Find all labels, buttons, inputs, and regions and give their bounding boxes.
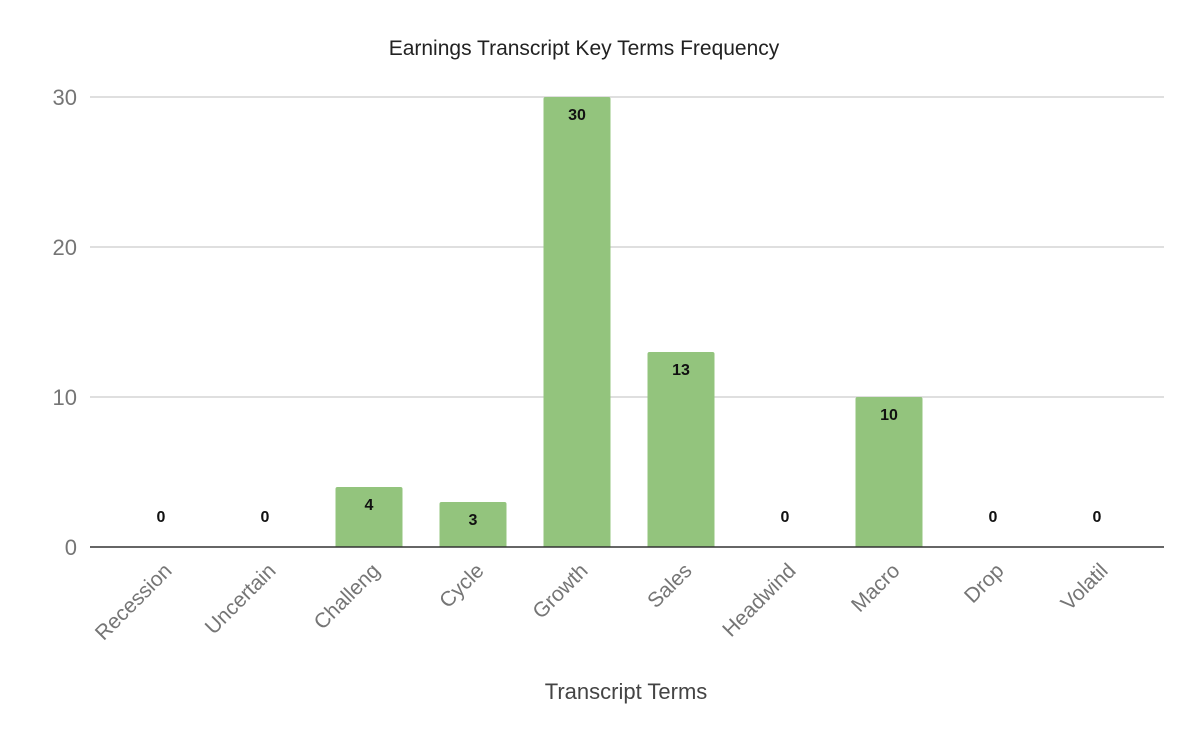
x-tick-label: Cycle [435,559,488,612]
x-tick-label: Headwind [718,559,800,641]
x-tick-label: Uncertain [201,559,281,639]
x-axis-ticks: Recession Uncertain Challeng Cycle Growth Sal… [91,559,1113,645]
x-tick-label: Sales [643,559,696,612]
y-tick-label: 10 [53,385,77,410]
y-axis-ticks: 0 10 20 30 [53,85,77,560]
x-tick-label: Volatil [1057,559,1113,615]
bar-cycle [439,502,507,547]
data-label: 0 [157,509,166,526]
x-tick-label: Challeng [310,559,385,634]
data-label: 4 [365,497,374,514]
chart-title: Earnings Transcript Key Terms Frequency [389,37,780,60]
x-tick-label: Macro [847,559,905,617]
data-label: 10 [880,407,898,424]
data-label: 30 [568,107,586,124]
x-axis-label: Transcript Terms [545,679,708,704]
data-label: 13 [672,362,690,379]
data-label: 0 [1093,509,1102,526]
bars: 0 0 4 3 30 13 0 10 0 0 [157,97,1102,547]
bar-growth [543,97,611,547]
x-tick-label: Drop [960,559,1008,607]
y-tick-label: 0 [65,535,77,560]
y-tick-label: 30 [53,85,77,110]
bar-challeng [335,487,403,547]
y-tick-label: 20 [53,235,77,260]
x-tick-label: Recession [91,559,177,645]
gridlines [90,96,1164,398]
data-label: 3 [469,512,478,529]
bar-macro [855,397,923,547]
bar-sales [647,352,715,547]
x-tick-label: Growth [528,559,592,623]
data-label: 0 [989,509,998,526]
data-label: 0 [261,509,270,526]
data-label: 0 [781,509,790,526]
